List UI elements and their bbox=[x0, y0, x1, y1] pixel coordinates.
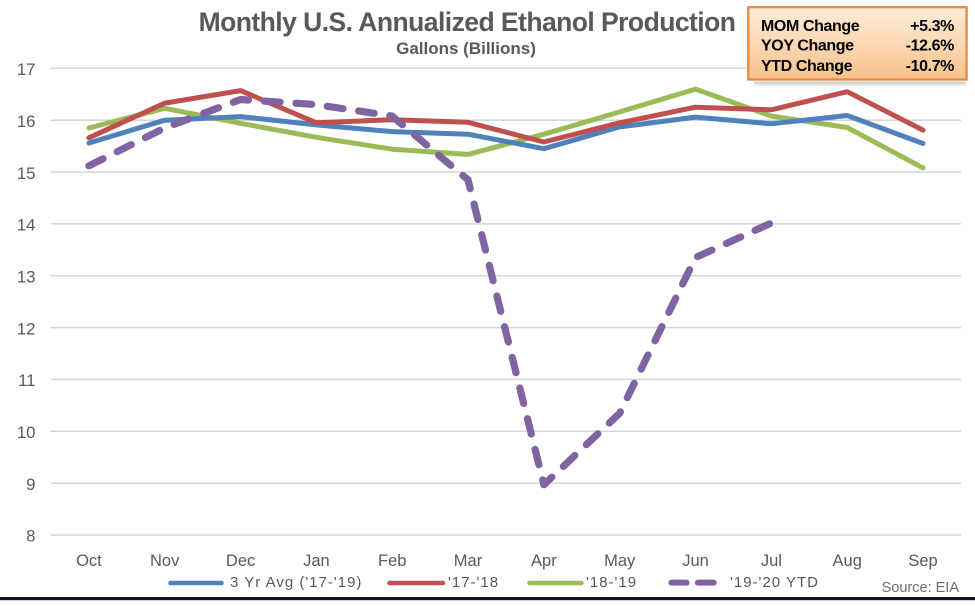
svg-text:3 Yr Avg ('17-'19): 3 Yr Avg ('17-'19) bbox=[230, 574, 362, 591]
svg-text:9: 9 bbox=[26, 475, 35, 494]
svg-text:Source: EIA: Source: EIA bbox=[882, 580, 960, 596]
svg-text:MOM Change: MOM Change bbox=[761, 18, 860, 35]
svg-text:15: 15 bbox=[17, 164, 36, 183]
svg-text:YTD Change: YTD Change bbox=[761, 58, 853, 75]
svg-text:Jun: Jun bbox=[682, 552, 709, 570]
svg-text:Gallons (Billions): Gallons (Billions) bbox=[396, 39, 536, 58]
svg-text:16: 16 bbox=[17, 112, 36, 131]
svg-text:Jan: Jan bbox=[303, 552, 330, 570]
svg-text:'18-'19: '18-'19 bbox=[586, 574, 637, 591]
svg-text:10: 10 bbox=[17, 423, 36, 442]
svg-text:Jul: Jul bbox=[761, 552, 782, 570]
svg-text:+5.3%: +5.3% bbox=[910, 18, 954, 35]
svg-text:'19-'20 YTD: '19-'20 YTD bbox=[730, 574, 819, 591]
svg-text:YOY Change: YOY Change bbox=[761, 38, 854, 55]
svg-text:-10.7%: -10.7% bbox=[906, 58, 954, 75]
svg-text:Nov: Nov bbox=[150, 552, 180, 570]
svg-text:Mar: Mar bbox=[454, 552, 483, 570]
svg-text:Dec: Dec bbox=[226, 552, 255, 570]
svg-text:Apr: Apr bbox=[531, 552, 557, 570]
svg-text:12: 12 bbox=[17, 319, 36, 338]
svg-text:Oct: Oct bbox=[76, 552, 102, 570]
svg-text:11: 11 bbox=[18, 371, 35, 390]
svg-text:-12.6%: -12.6% bbox=[906, 38, 954, 55]
svg-text:Sep: Sep bbox=[908, 552, 937, 570]
svg-text:14: 14 bbox=[17, 216, 36, 235]
svg-text:8: 8 bbox=[26, 527, 35, 546]
svg-text:17: 17 bbox=[17, 60, 36, 79]
svg-text:May: May bbox=[604, 552, 636, 570]
svg-text:13: 13 bbox=[17, 268, 36, 287]
svg-text:Monthly U.S. Annualized Ethano: Monthly U.S. Annualized Ethanol Producti… bbox=[199, 7, 736, 37]
svg-text:Feb: Feb bbox=[378, 552, 406, 570]
svg-text:'17-'18: '17-'18 bbox=[448, 574, 499, 591]
svg-text:Aug: Aug bbox=[833, 552, 862, 570]
